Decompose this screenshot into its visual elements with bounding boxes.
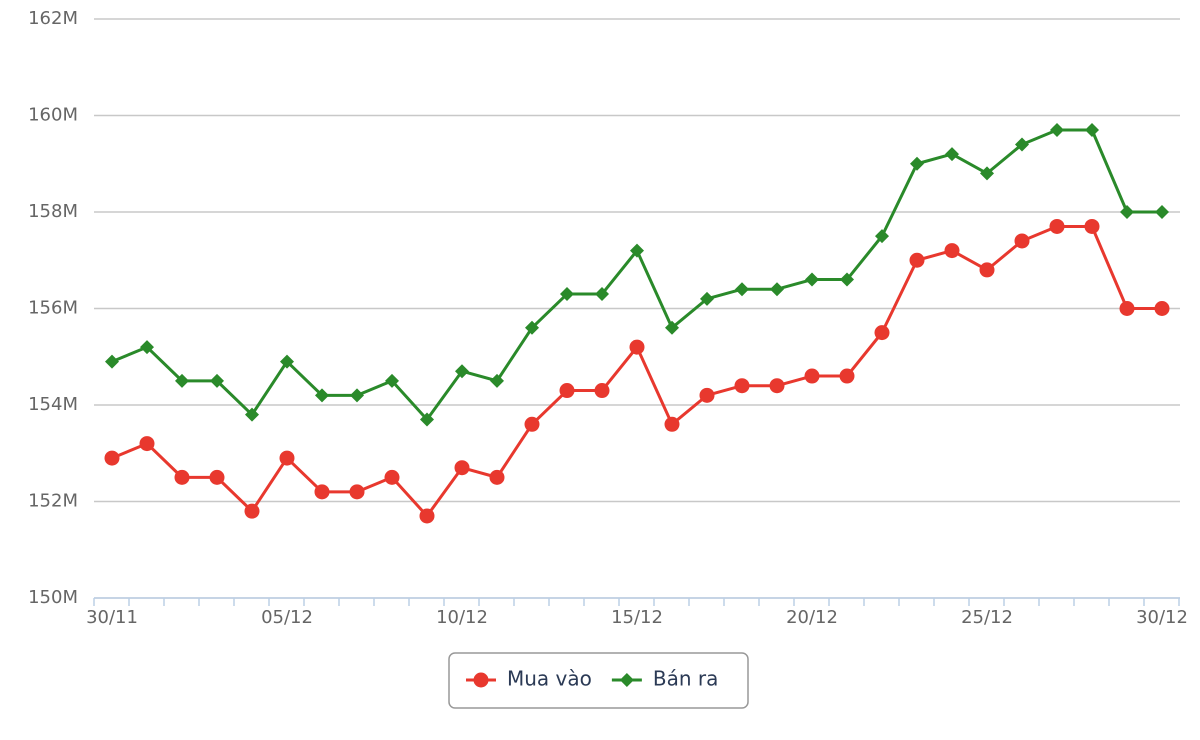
point <box>700 291 714 306</box>
point <box>664 416 680 432</box>
point <box>979 262 995 278</box>
point <box>1049 218 1065 234</box>
line <box>111 128 1162 421</box>
y-tick-label: 162M <box>28 8 78 29</box>
x-tick-label: 15/12 <box>611 607 663 628</box>
point <box>874 325 890 341</box>
point <box>875 229 889 244</box>
point <box>944 243 960 259</box>
point <box>455 364 469 379</box>
point <box>490 373 504 388</box>
point <box>560 287 574 302</box>
point <box>280 354 294 369</box>
legend: Mua vào Bán ra <box>448 652 749 709</box>
legend-label: Mua vào <box>507 667 592 691</box>
point <box>1085 122 1099 137</box>
point <box>735 282 749 297</box>
point <box>139 436 155 452</box>
point <box>384 469 400 485</box>
point <box>770 282 784 297</box>
point <box>805 272 819 287</box>
point <box>804 368 820 384</box>
y-tick-label: 150M <box>28 587 78 608</box>
point <box>1154 301 1170 316</box>
point <box>420 412 434 427</box>
legend-label: Bán ra <box>653 667 719 691</box>
point <box>1119 301 1135 316</box>
point <box>140 340 154 355</box>
point <box>105 354 119 369</box>
point <box>175 373 189 388</box>
point <box>594 383 610 399</box>
point <box>980 166 994 181</box>
x-tick-label: 05/12 <box>261 607 313 628</box>
point <box>209 469 225 485</box>
y-tick-label: 158M <box>28 201 78 222</box>
point <box>524 416 540 432</box>
point <box>473 672 489 688</box>
point <box>1050 122 1064 137</box>
x-tick-label: 25/12 <box>961 607 1013 628</box>
point <box>489 469 505 485</box>
point <box>1015 137 1029 152</box>
series <box>105 122 1169 427</box>
point <box>244 503 260 519</box>
point <box>174 469 190 485</box>
point <box>210 373 224 388</box>
point <box>910 156 924 171</box>
point <box>734 378 750 394</box>
point <box>1120 205 1134 219</box>
point <box>454 460 470 476</box>
point <box>525 320 539 335</box>
y-tick-label: 156M <box>28 298 78 319</box>
point <box>595 287 609 302</box>
point <box>419 508 435 524</box>
point <box>104 450 120 466</box>
point <box>909 252 925 268</box>
point <box>629 339 645 355</box>
y-tick-label: 160M <box>28 105 78 126</box>
point <box>1155 205 1169 219</box>
point <box>245 407 259 422</box>
point <box>349 484 365 500</box>
y-tick-label: 152M <box>28 491 78 512</box>
point <box>945 147 959 162</box>
point <box>314 484 330 500</box>
point <box>315 388 329 403</box>
point <box>769 378 785 394</box>
point <box>279 450 295 466</box>
point <box>630 243 644 258</box>
point <box>619 673 634 687</box>
point <box>840 272 854 287</box>
x-tick-label: 20/12 <box>786 607 838 628</box>
x-tick-label: 30/12 <box>1136 607 1188 628</box>
point <box>1014 233 1030 249</box>
point <box>839 368 855 384</box>
point <box>559 383 575 399</box>
series <box>104 218 1170 524</box>
point <box>1084 218 1100 234</box>
legend-box <box>448 652 749 709</box>
point <box>350 388 364 403</box>
x-tick-label: 30/11 <box>86 607 138 628</box>
x-tick-label: 10/12 <box>436 607 488 628</box>
point <box>665 320 679 335</box>
line <box>111 224 1162 518</box>
y-tick-label: 154M <box>28 394 78 415</box>
point <box>385 373 399 388</box>
point <box>699 387 715 403</box>
